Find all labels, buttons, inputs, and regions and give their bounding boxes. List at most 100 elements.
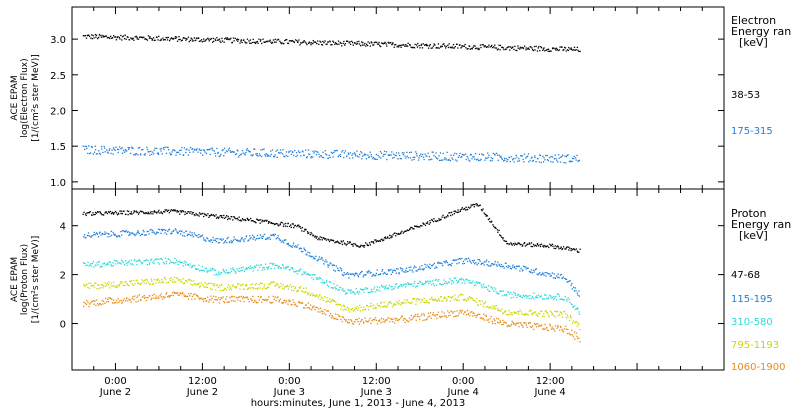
data-point bbox=[344, 290, 346, 292]
data-point bbox=[533, 269, 535, 272]
data-point bbox=[509, 49, 511, 51]
data-point bbox=[510, 268, 513, 270]
data-point bbox=[105, 264, 107, 267]
data-point bbox=[220, 216, 223, 218]
data-point bbox=[234, 153, 237, 156]
data-point bbox=[113, 148, 115, 150]
data-point bbox=[507, 313, 510, 316]
data-point bbox=[236, 239, 239, 241]
data-point bbox=[510, 297, 512, 299]
data-point bbox=[237, 219, 239, 221]
data-point bbox=[424, 301, 426, 304]
data-point bbox=[496, 265, 498, 267]
data-point bbox=[493, 225, 495, 228]
data-point bbox=[540, 47, 543, 49]
data-point bbox=[271, 264, 274, 266]
data-point bbox=[152, 153, 155, 155]
data-point bbox=[476, 314, 479, 316]
data-point bbox=[214, 239, 216, 241]
data-point bbox=[154, 258, 156, 261]
data-point bbox=[486, 306, 488, 308]
data-point bbox=[316, 260, 318, 262]
data-point bbox=[82, 145, 84, 147]
data-point bbox=[433, 262, 435, 264]
data-point bbox=[459, 44, 461, 46]
data-point bbox=[467, 279, 469, 282]
data-point bbox=[456, 43, 458, 46]
data-point bbox=[356, 305, 358, 308]
data-point bbox=[145, 212, 148, 214]
data-point bbox=[217, 274, 219, 276]
data-point bbox=[142, 211, 144, 213]
data-point bbox=[438, 219, 441, 221]
data-point bbox=[432, 264, 434, 266]
data-point bbox=[164, 146, 166, 148]
data-point bbox=[509, 46, 512, 48]
data-point bbox=[451, 214, 454, 216]
data-point bbox=[160, 147, 163, 150]
data-point bbox=[266, 154, 269, 156]
data-point bbox=[529, 309, 531, 311]
data-point bbox=[206, 271, 208, 273]
data-point bbox=[169, 279, 172, 282]
data-point bbox=[310, 155, 313, 158]
data-point bbox=[383, 237, 386, 239]
data-point bbox=[104, 302, 106, 304]
data-point bbox=[129, 213, 131, 215]
data-point bbox=[191, 280, 193, 282]
data-point bbox=[191, 298, 193, 301]
data-point bbox=[389, 41, 391, 44]
data-point bbox=[305, 42, 307, 44]
data-point bbox=[225, 296, 228, 298]
data-point bbox=[450, 280, 453, 282]
data-point bbox=[456, 211, 459, 214]
data-point bbox=[575, 159, 577, 161]
data-point bbox=[329, 41, 331, 43]
data-point bbox=[248, 150, 250, 153]
data-point bbox=[493, 318, 495, 320]
data-point bbox=[499, 156, 501, 158]
data-point bbox=[154, 39, 156, 41]
data-point bbox=[137, 154, 139, 156]
data-point bbox=[423, 314, 425, 317]
data-point bbox=[430, 47, 432, 49]
data-point bbox=[84, 213, 87, 215]
data-point bbox=[263, 233, 266, 236]
data-point bbox=[156, 211, 158, 213]
data-point bbox=[499, 309, 501, 312]
data-point bbox=[91, 300, 94, 303]
data-point bbox=[297, 224, 299, 227]
data-point bbox=[188, 233, 190, 236]
data-point bbox=[120, 259, 123, 262]
data-point bbox=[323, 41, 325, 44]
data-point bbox=[574, 287, 576, 289]
data-point bbox=[274, 38, 276, 40]
y-axis-label: log(Electron Flux) bbox=[20, 58, 30, 137]
data-point bbox=[333, 317, 335, 320]
data-point bbox=[227, 218, 229, 221]
data-point bbox=[274, 233, 276, 235]
data-point bbox=[284, 299, 286, 302]
data-point bbox=[120, 148, 122, 150]
data-point bbox=[199, 298, 201, 300]
data-point bbox=[534, 49, 536, 51]
data-point bbox=[144, 38, 147, 40]
data-point bbox=[282, 241, 285, 244]
data-point bbox=[525, 47, 527, 49]
data-point bbox=[399, 44, 402, 47]
data-point bbox=[570, 249, 572, 252]
data-point bbox=[158, 35, 160, 38]
data-point bbox=[285, 301, 287, 304]
data-point bbox=[444, 157, 446, 159]
data-point bbox=[494, 154, 496, 156]
data-point bbox=[203, 270, 206, 272]
data-point bbox=[213, 269, 216, 271]
data-point bbox=[239, 219, 241, 222]
data-point bbox=[200, 39, 203, 41]
data-point bbox=[252, 286, 254, 289]
data-point bbox=[429, 158, 432, 161]
data-point bbox=[103, 233, 105, 235]
data-point bbox=[278, 239, 281, 241]
data-point bbox=[310, 231, 312, 234]
data-point bbox=[296, 305, 298, 308]
